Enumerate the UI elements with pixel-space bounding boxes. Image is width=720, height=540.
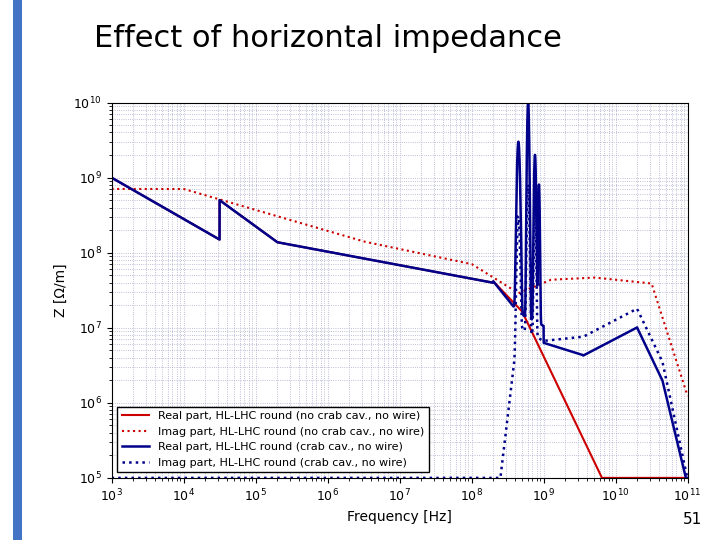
Imag part, HL-LHC round (no crab cav., no wire) — [448, 256, 456, 263]
Real part, HL-LHC round (no crab cav., no wire) — [565, 407, 574, 413]
Imag part, HL-LHC round (crab cav., no wire) — [523, 181, 532, 188]
Imag part, HL-LHC round (crab cav., no wire) — [683, 475, 692, 481]
Real part, HL-LHC round (crab cav., no wire) — [523, 99, 532, 106]
Real part, HL-LHC round (no crab cav., no wire) — [136, 191, 145, 198]
Line: Imag part, HL-LHC round (crab cav., no wire): Imag part, HL-LHC round (crab cav., no w… — [112, 185, 688, 478]
Imag part, HL-LHC round (crab cav., no wire) — [473, 475, 482, 481]
Text: Effect of horizontal impedance: Effect of horizontal impedance — [94, 24, 562, 53]
Legend: Real part, HL-LHC round (no crab cav., no wire), Imag part, HL-LHC round (no cra: Real part, HL-LHC round (no crab cav., n… — [117, 407, 429, 472]
Line: Real part, HL-LHC round (crab cav., no wire): Real part, HL-LHC round (crab cav., no w… — [112, 103, 688, 478]
Real part, HL-LHC round (no crab cav., no wire) — [598, 475, 606, 481]
Imag part, HL-LHC round (no crab cav., no wire) — [534, 281, 543, 288]
Real part, HL-LHC round (crab cav., no wire) — [565, 348, 574, 354]
Imag part, HL-LHC round (no crab cav., no wire) — [107, 186, 116, 192]
Y-axis label: Z [Ω/m]: Z [Ω/m] — [54, 264, 68, 317]
Imag part, HL-LHC round (crab cav., no wire) — [448, 475, 456, 481]
Imag part, HL-LHC round (no crab cav., no wire) — [136, 186, 145, 192]
Text: 51: 51 — [683, 511, 702, 526]
Real part, HL-LHC round (crab cav., no wire) — [683, 475, 692, 481]
Imag part, HL-LHC round (crab cav., no wire) — [565, 335, 574, 341]
Real part, HL-LHC round (no crab cav., no wire) — [316, 247, 325, 253]
Real part, HL-LHC round (crab cav., no wire) — [316, 247, 325, 253]
Real part, HL-LHC round (no crab cav., no wire) — [107, 174, 116, 181]
Imag part, HL-LHC round (no crab cav., no wire) — [473, 265, 482, 271]
Imag part, HL-LHC round (crab cav., no wire) — [136, 475, 145, 481]
Imag part, HL-LHC round (no crab cav., no wire) — [565, 275, 574, 282]
Real part, HL-LHC round (no crab cav., no wire) — [448, 272, 456, 278]
Imag part, HL-LHC round (crab cav., no wire) — [534, 335, 543, 342]
Real part, HL-LHC round (crab cav., no wire) — [473, 276, 482, 283]
Imag part, HL-LHC round (crab cav., no wire) — [107, 475, 116, 481]
Real part, HL-LHC round (crab cav., no wire) — [448, 272, 456, 278]
Real part, HL-LHC round (crab cav., no wire) — [682, 475, 690, 481]
Line: Imag part, HL-LHC round (no crab cav., no wire): Imag part, HL-LHC round (no crab cav., n… — [112, 189, 688, 396]
Imag part, HL-LHC round (crab cav., no wire) — [316, 475, 325, 481]
X-axis label: Frequency [Hz]: Frequency [Hz] — [347, 510, 452, 524]
Imag part, HL-LHC round (no crab cav., no wire) — [316, 226, 325, 232]
Real part, HL-LHC round (no crab cav., no wire) — [683, 475, 692, 481]
Line: Real part, HL-LHC round (no crab cav., no wire): Real part, HL-LHC round (no crab cav., n… — [112, 178, 688, 478]
Real part, HL-LHC round (crab cav., no wire) — [136, 191, 145, 198]
Real part, HL-LHC round (crab cav., no wire) — [534, 184, 543, 191]
Imag part, HL-LHC round (no crab cav., no wire) — [683, 393, 692, 399]
Real part, HL-LHC round (no crab cav., no wire) — [473, 276, 482, 283]
Real part, HL-LHC round (no crab cav., no wire) — [534, 343, 543, 349]
Real part, HL-LHC round (crab cav., no wire) — [107, 174, 116, 181]
